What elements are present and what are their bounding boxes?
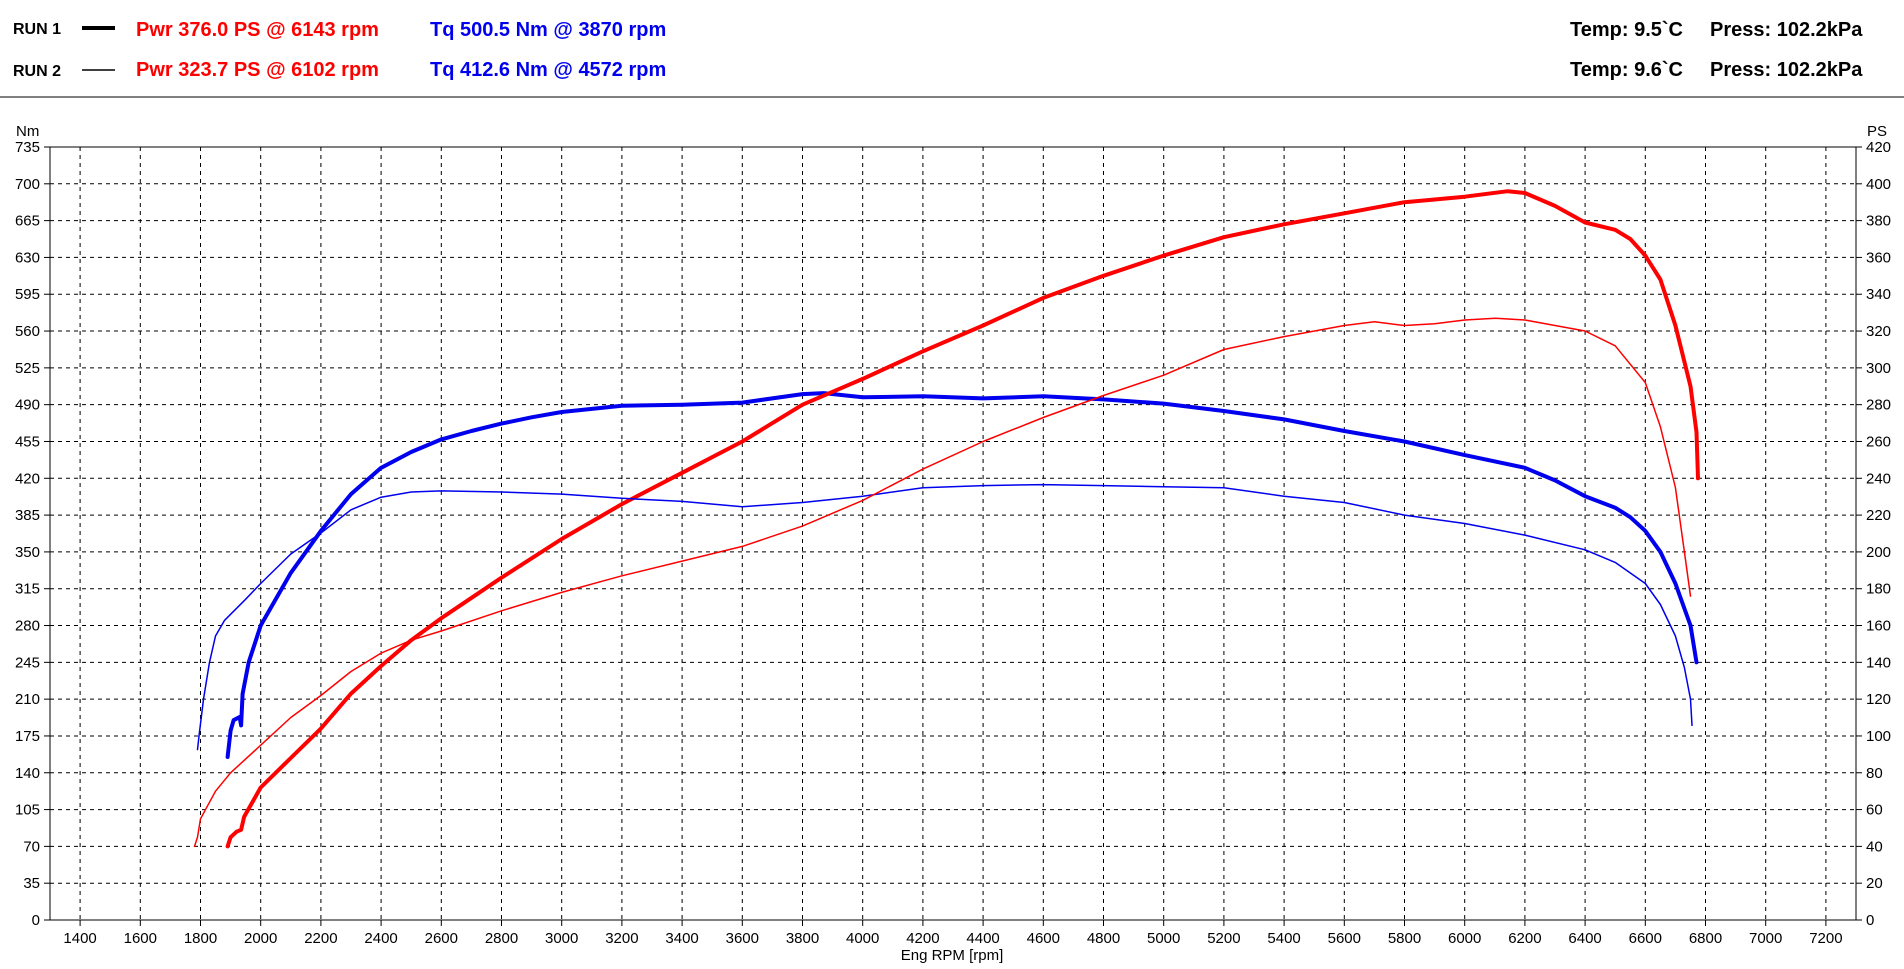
x-tick-label: 6200 [1508,930,1541,947]
y-right-tick-label: 280 [1866,397,1891,414]
y-left-tick-label: 735 [15,139,40,156]
x-tick-label: 1600 [124,930,157,947]
x-tick-label: 4400 [966,930,999,947]
y-left-tick-label: 210 [15,691,40,708]
y-right-tick-label: 120 [1866,691,1891,708]
grid [50,147,1856,920]
y-right-tick-label: 360 [1866,249,1891,266]
y-left-tick-label: 525 [15,360,40,377]
x-tick-label: 6400 [1568,930,1601,947]
x-tick-label: 7000 [1749,930,1782,947]
x-tick-label: 6000 [1448,930,1481,947]
x-tick-label: 3400 [665,930,698,947]
y-left-tick-label: 560 [15,323,40,340]
y-left-tick-label: 70 [23,838,40,855]
x-tick-label: 4600 [1027,930,1060,947]
y-right-tick-label: 100 [1866,728,1891,745]
x-tick-label: 5800 [1388,930,1421,947]
y-right-tick-label: 420 [1866,139,1891,156]
run-2-label: RUN 2 [13,63,61,80]
x-tick-label: 5400 [1267,930,1300,947]
run-1-torque-summary: Tq 500.5 Nm @ 3870 rpm [430,19,666,41]
y-left-tick-label: 105 [15,802,40,819]
x-tick-label: 4000 [846,930,879,947]
y-right-tick-label: 40 [1866,838,1883,855]
x-tick-label: 5200 [1207,930,1240,947]
run-1-label: RUN 1 [13,21,61,38]
y-right-unit: PS [1867,123,1887,140]
x-tick-label: 5000 [1147,930,1180,947]
y-left-tick-label: 35 [23,875,40,892]
y-right-tick-label: 60 [1866,802,1883,819]
y-left-tick-label: 630 [15,249,40,266]
chart-header: RUN 1 Pwr 376.0 PS @ 6143 rpm Tq 500.5 N… [13,19,1863,81]
y-left-unit: Nm [16,123,39,140]
run-1-power-line [225,189,1700,849]
x-tick-label: 4800 [1087,930,1120,947]
y-right-tick-label: 320 [1866,323,1891,340]
run-2-press: Press: 102.2kPa [1710,59,1863,81]
y-right-tick-label: 0 [1866,912,1874,929]
x-tick-label: 1800 [184,930,217,947]
x-tick-label: 3600 [726,930,759,947]
x-tick-label: 2600 [425,930,458,947]
y-left-tick-label: 175 [15,728,40,745]
y-right-tick-label: 340 [1866,286,1891,303]
run-2-torque-line [196,483,1693,751]
y-left-tick-label: 595 [15,286,40,303]
x-tick-label: 3000 [545,930,578,947]
y-right-tick-label: 160 [1866,618,1891,635]
tick-labels: 1400 1600 1800 2000 2200 2400 2600 2800 3000 3200… [15,139,1891,947]
y-left-tick-label: 700 [15,176,40,193]
x-tick-label: 5600 [1328,930,1361,947]
y-right-tick-label: 260 [1866,433,1891,450]
x-tick-label: 2000 [244,930,277,947]
y-right-tick-label: 20 [1866,875,1883,892]
x-axis-label: Eng RPM [rpm] [901,947,1004,964]
run-2-torque-summary: Tq 412.6 Nm @ 4572 rpm [430,59,666,81]
y-right-tick-label: 300 [1866,360,1891,377]
y-left-tick-label: 140 [15,765,40,782]
run-2-power-summary: Pwr 323.7 PS @ 6102 rpm [136,59,379,81]
y-left-tick-label: 420 [15,470,40,487]
x-tick-label: 6800 [1689,930,1722,947]
y-right-tick-label: 180 [1866,581,1891,598]
y-right-tick-label: 220 [1866,507,1891,524]
run-2-temp: Temp: 9.6`C [1570,59,1683,81]
x-tick-label: 3200 [605,930,638,947]
run-1-torque-line [225,391,1699,759]
x-tick-label: 2400 [364,930,397,947]
series-layer [193,189,1700,849]
x-tick-label: 4200 [906,930,939,947]
run-1-press: Press: 102.2kPa [1710,19,1863,41]
y-left-tick-label: 385 [15,507,40,524]
y-left-tick-label: 665 [15,213,40,230]
y-left-tick-label: 490 [15,397,40,414]
plot-frame [49,146,1857,921]
y-right-tick-label: 400 [1866,176,1891,193]
x-tick-label: 7200 [1809,930,1842,947]
x-tick-label: 2800 [485,930,518,947]
y-left-tick-label: 350 [15,544,40,561]
y-left-tick-label: 455 [15,433,40,450]
y-left-tick-label: 315 [15,581,40,598]
x-tick-label: 6600 [1629,930,1662,947]
y-left-tick-label: 0 [32,912,40,929]
y-right-tick-label: 380 [1866,213,1891,230]
y-left-tick-label: 280 [15,618,40,635]
y-right-tick-label: 240 [1866,470,1891,487]
y-left-tick-label: 245 [15,654,40,671]
run-1-power-summary: Pwr 376.0 PS @ 6143 rpm [136,19,379,41]
x-tick-label: 1400 [63,930,96,947]
run-2-power-line [193,317,1692,848]
y-right-tick-label: 140 [1866,654,1891,671]
x-tick-label: 3800 [786,930,819,947]
y-right-tick-label: 80 [1866,765,1883,782]
x-tick-label: 2200 [304,930,337,947]
run-1-temp: Temp: 9.5`C [1570,19,1683,41]
y-right-tick-label: 200 [1866,544,1891,561]
